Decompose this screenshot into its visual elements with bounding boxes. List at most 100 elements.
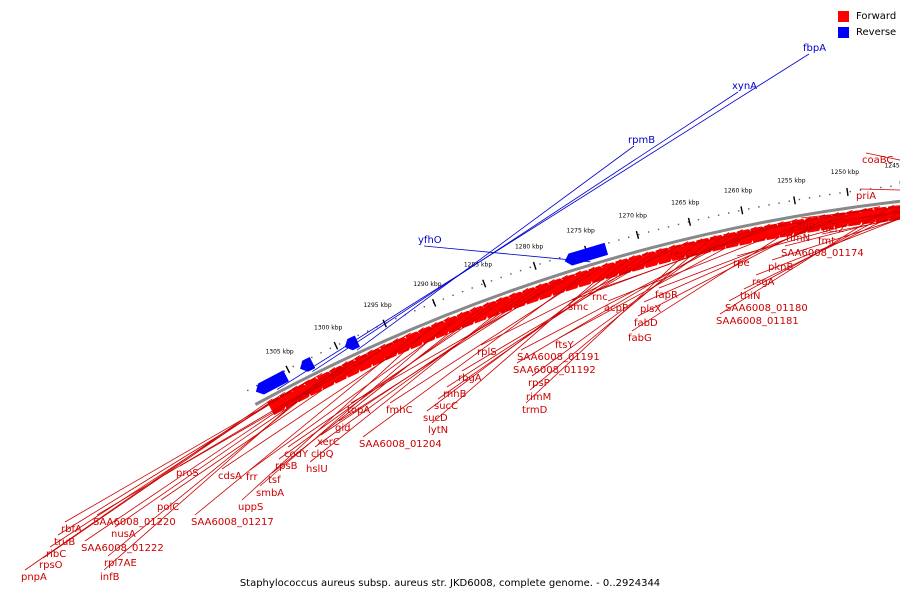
gene-label-rnhB[interactable]: rnhB xyxy=(443,389,467,400)
gene-label-ftsY[interactable]: ftsY xyxy=(555,340,574,351)
gene-label-pnpA[interactable]: pnpA xyxy=(21,572,47,583)
gene-label-rpsO[interactable]: rpsO xyxy=(39,560,63,571)
gene-label-rlmN[interactable]: rlmN xyxy=(786,233,810,244)
scale-dot xyxy=(869,188,872,190)
gene-label-SAA6008_01220[interactable]: SAA6008_01220 xyxy=(93,517,176,528)
gene-leader-line xyxy=(859,188,900,191)
gene-leader-line xyxy=(241,322,437,501)
gene-label-lytN[interactable]: lytN xyxy=(428,425,448,436)
gene-label-pknB[interactable]: pknB xyxy=(768,262,793,273)
gene-label-proS[interactable]: proS xyxy=(176,468,199,479)
scale-dot xyxy=(320,352,322,354)
gene-leader-line xyxy=(480,241,689,346)
gene-label-SAA6008_01204[interactable]: SAA6008_01204 xyxy=(359,439,442,450)
scale-dot xyxy=(758,206,760,208)
gene-label-sucC[interactable]: sucC xyxy=(434,401,458,412)
gene-label-SAA6008_01192[interactable]: SAA6008_01192 xyxy=(513,365,596,376)
reverse-gene-yfhO[interactable] xyxy=(564,242,609,266)
gene-label-uppS[interactable]: uppS xyxy=(238,502,263,513)
gene-label-topA[interactable]: topA xyxy=(347,405,370,416)
gene-leader-line xyxy=(276,53,810,390)
gene-leader-line xyxy=(520,226,757,351)
gene-label-rpsB[interactable]: rpsB xyxy=(275,461,298,472)
gene-label-sucD[interactable]: sucD xyxy=(423,413,448,424)
gene-label-smbA[interactable]: smbA xyxy=(256,488,284,499)
gene-label-coaBC[interactable]: coaBC xyxy=(862,155,893,166)
gene-leader-line xyxy=(426,255,635,412)
gene-label-rimM[interactable]: rimM xyxy=(526,392,551,403)
gene-label-sun[interactable]: sun xyxy=(797,220,815,231)
forward-gene[interactable] xyxy=(655,247,675,265)
tick-mark xyxy=(333,341,339,350)
gene-label-rpmB[interactable]: rpmB xyxy=(628,135,655,146)
scale-dot xyxy=(247,389,249,392)
gene-label-gid[interactable]: gid xyxy=(335,423,350,434)
gene-label-rpe[interactable]: rpe xyxy=(733,258,750,269)
gene-label-cdsA[interactable]: cdsA xyxy=(218,471,242,482)
gene-label-tsf[interactable]: tsf xyxy=(268,475,281,486)
scale-dot xyxy=(748,208,750,210)
tick-label: 1260 kbp xyxy=(724,188,752,195)
gene-label-SAA6008_01181[interactable]: SAA6008_01181 xyxy=(716,316,799,327)
gene-leader-line xyxy=(525,238,703,404)
gene-label-SAA6008_01222[interactable]: SAA6008_01222 xyxy=(81,543,164,554)
gene-label-fapR[interactable]: fapR xyxy=(655,290,678,301)
reverse-gene-fbpA[interactable] xyxy=(255,370,289,395)
scale-dot xyxy=(608,242,610,244)
gene-leader-line xyxy=(57,379,310,536)
tick-label: 1290 kbp xyxy=(413,281,441,288)
gene-label-rplS[interactable]: rplS xyxy=(477,347,497,358)
gene-label-layer: coaBCpriAdef2fmtsunrlmNSAA6008_01174pknB… xyxy=(21,43,900,583)
scale-dot xyxy=(687,221,690,223)
gene-label-thiN[interactable]: thiN xyxy=(740,291,761,302)
gene-label-SAA6008_01191[interactable]: SAA6008_01191 xyxy=(517,352,600,363)
gene-label-fbpA[interactable]: fbpA xyxy=(803,43,826,54)
gene-label-smc[interactable]: smc xyxy=(568,302,588,313)
reverse-gene-rpmB[interactable] xyxy=(344,335,361,351)
reverse-gene-xynA[interactable] xyxy=(300,356,316,372)
scale-dot xyxy=(539,263,541,265)
gene-label-trmD[interactable]: trmD xyxy=(522,405,548,416)
scale-dot xyxy=(859,189,862,191)
gene-label-nusA[interactable]: nusA xyxy=(111,529,136,540)
legend-forward: Forward xyxy=(838,8,896,24)
gene-label-rnc[interactable]: rnc xyxy=(592,292,608,303)
gene-label-SAA6008_01217[interactable]: SAA6008_01217 xyxy=(191,517,274,528)
gene-leader-line xyxy=(320,279,555,436)
scale-dot xyxy=(481,283,483,286)
tick-label: 1285 kbp xyxy=(464,262,492,269)
scale-dot xyxy=(778,202,780,204)
tick-mark xyxy=(687,217,692,226)
gene-label-clpQ[interactable]: clpQ xyxy=(311,449,334,460)
forward-gene[interactable] xyxy=(588,266,608,284)
gene-label-frr[interactable]: frr xyxy=(246,472,258,483)
map-caption: Staphylococcus aureus subsp. aureus str.… xyxy=(239,578,661,589)
gene-label-SAA6008_01174[interactable]: SAA6008_01174 xyxy=(781,248,864,259)
gene-label-infB[interactable]: infB xyxy=(100,572,120,583)
gene-label-fabD[interactable]: fabD xyxy=(634,318,658,329)
gene-label-xerC[interactable]: xerC xyxy=(317,437,340,448)
scale-dot xyxy=(292,365,294,368)
gene-leader-line xyxy=(49,385,298,548)
gene-label-rpl7AE[interactable]: rpl7AE xyxy=(104,558,137,569)
gene-label-priA[interactable]: priA xyxy=(856,191,876,202)
gene-leader-line xyxy=(865,152,900,161)
gene-label-yfhO[interactable]: yfhO xyxy=(418,235,442,246)
gene-label-acpP[interactable]: acpP xyxy=(604,303,628,314)
gene-leader-line xyxy=(312,91,739,372)
gene-label-fabG[interactable]: fabG xyxy=(628,333,652,344)
tick-mark xyxy=(431,298,437,307)
tick-mark xyxy=(740,206,744,215)
gene-leader-line xyxy=(743,212,900,290)
gene-label-SAA6008_01180[interactable]: SAA6008_01180 xyxy=(725,303,808,314)
scale-dot xyxy=(311,356,313,359)
gene-label-recG[interactable]: recG xyxy=(670,249,693,260)
gene-label-fmt[interactable]: fmt xyxy=(818,236,835,247)
gene-label-rpsP[interactable]: rpsP xyxy=(528,378,550,389)
gene-label-ribC[interactable]: ribC xyxy=(46,549,66,560)
gene-label-xynA[interactable]: xynA xyxy=(732,81,757,92)
gene-label-rbfA[interactable]: rbfA xyxy=(61,524,82,535)
tick-label: 1275 kbp xyxy=(567,227,595,234)
scale-dot xyxy=(717,214,720,216)
gene-label-hslU[interactable]: hslU xyxy=(306,464,328,475)
